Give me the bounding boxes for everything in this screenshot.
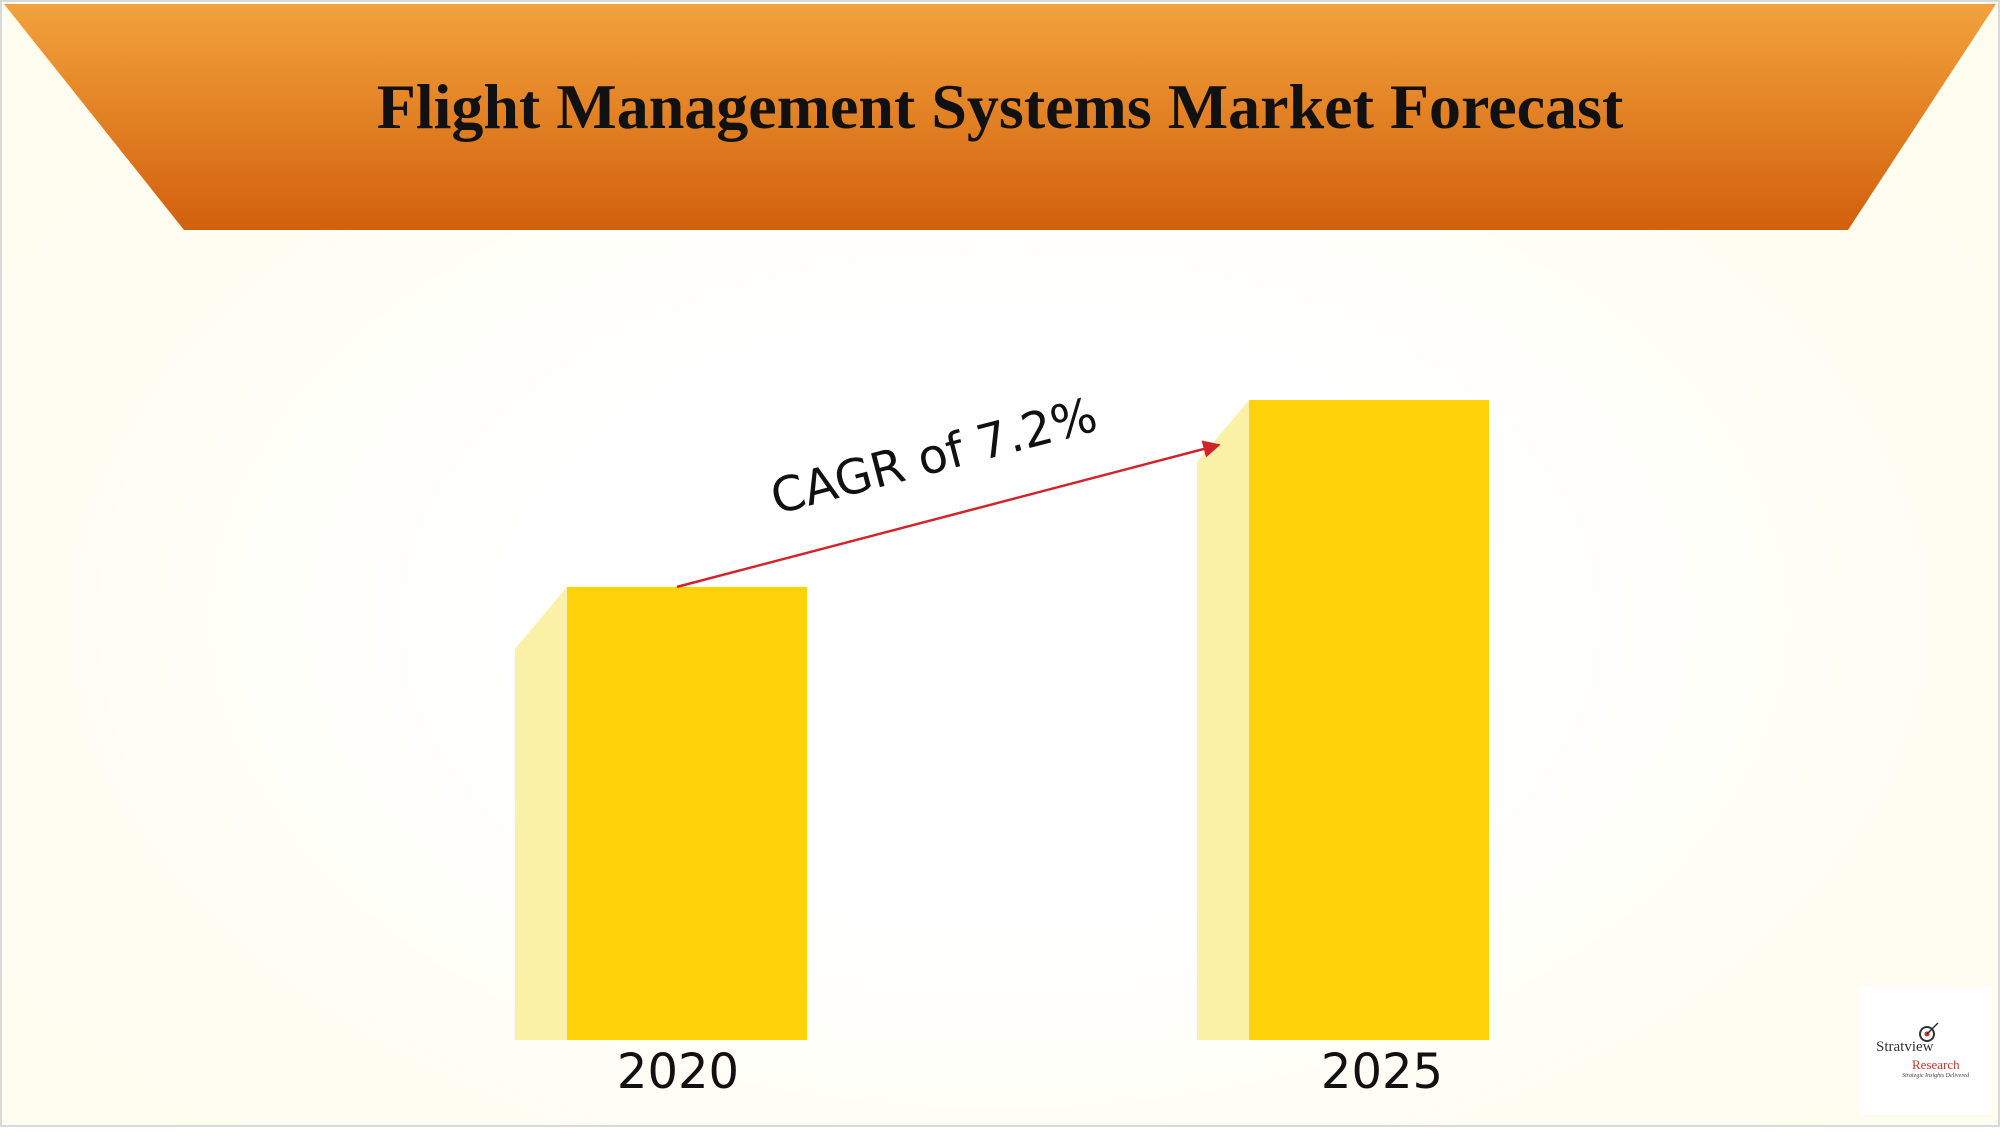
bar-side-2025 [1197,400,1249,1040]
cagr-arrow [676,440,1221,589]
bar-2020 [567,586,807,1040]
chart-title: Flight Management Systems Market Forecas… [377,71,1624,142]
logo-name: Stratview [1876,1039,1934,1055]
category-label-2025: 2025 [1321,1044,1443,1100]
logo-tagline: Strategic Insights Delivered [1902,1073,1970,1079]
title-banner [4,4,1996,230]
bar-2025 [1249,400,1489,1040]
bars-group: 2020 2025 [515,400,1489,1100]
category-label-2020: 2020 [617,1044,739,1100]
bar-side-2020 [515,586,567,1040]
stratview-logo: Stratview Research Strategic Insights De… [1860,987,1992,1115]
target-icon [1919,1022,1939,1042]
cagr-annotation: CAGR of 7.2% [765,387,1103,526]
logo-sub: Research [1912,1057,1960,1072]
